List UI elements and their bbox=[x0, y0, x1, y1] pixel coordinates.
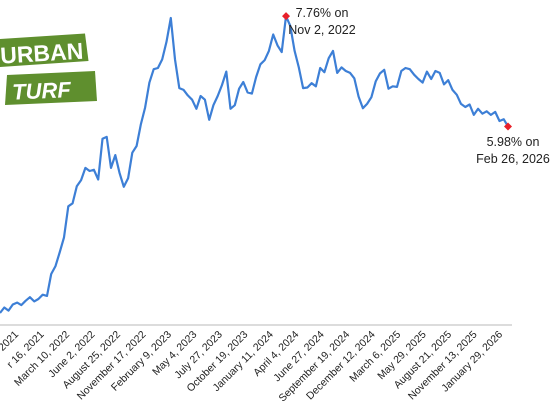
last-marker bbox=[504, 122, 512, 131]
last-annotation: 5.98% on Feb 26, 2026 bbox=[476, 135, 550, 166]
peak-annotation-line1: 7.76% on bbox=[296, 6, 349, 20]
last-annotation-line1: 5.98% on bbox=[487, 135, 540, 149]
rate-line bbox=[0, 15, 509, 314]
peak-annotation-line2: Nov 2, 2022 bbox=[288, 23, 355, 37]
logo-sign-top: URBAN bbox=[0, 30, 92, 70]
last-annotation-line2: Feb 26, 2026 bbox=[476, 152, 550, 166]
urban-turf-logo: URBAN TURF bbox=[0, 30, 100, 108]
peak-annotation: 7.76% on Nov 2, 2022 bbox=[288, 6, 355, 37]
logo-line1: URBAN bbox=[0, 38, 84, 69]
rate-series bbox=[0, 12, 512, 314]
logo-line2: TURF bbox=[12, 77, 72, 105]
logo-sign-bottom: TURF bbox=[2, 68, 100, 108]
peak-marker bbox=[282, 12, 291, 21]
